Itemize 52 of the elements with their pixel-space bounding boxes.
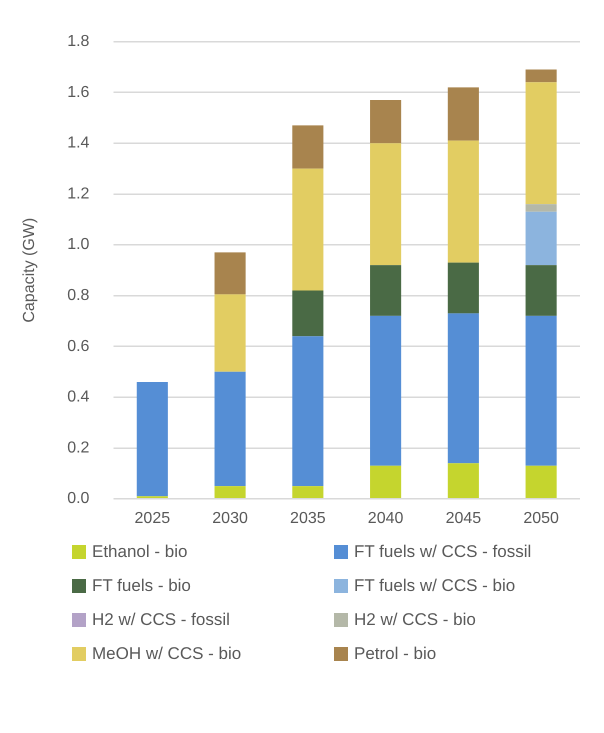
y-tick-label: 0.8 bbox=[67, 287, 90, 304]
bar bbox=[526, 212, 557, 266]
bar bbox=[214, 486, 246, 498]
y-tick-label: 1.2 bbox=[67, 185, 90, 202]
bar bbox=[448, 87, 479, 141]
bar bbox=[448, 313, 479, 464]
bar bbox=[526, 82, 557, 204]
bar bbox=[448, 463, 479, 498]
y-tick-label: 1.0 bbox=[67, 236, 90, 254]
bar bbox=[292, 486, 324, 498]
x-tick-label: 2035 bbox=[290, 510, 326, 527]
legend-label: H2 w/ CCS - bio bbox=[354, 610, 476, 630]
bar bbox=[136, 382, 168, 496]
bar bbox=[370, 143, 402, 266]
legend-label: Petrol - bio bbox=[354, 644, 436, 664]
y-tick-label: 0.0 bbox=[67, 490, 90, 508]
x-tick-label: 2050 bbox=[523, 510, 560, 527]
bar bbox=[292, 336, 324, 486]
y-tick-label: 0.4 bbox=[67, 388, 90, 406]
y-tick-label: 0.6 bbox=[67, 338, 90, 355]
bar bbox=[526, 70, 557, 82]
bar bbox=[526, 204, 557, 212]
bar bbox=[370, 100, 402, 144]
y-tick-label: 1.8 bbox=[67, 33, 90, 50]
bar bbox=[448, 140, 479, 263]
legend-label: FT fuels w/ CCS - bio bbox=[354, 576, 516, 596]
bar bbox=[526, 466, 557, 498]
bar bbox=[214, 294, 246, 372]
x-tick-label: 2045 bbox=[446, 510, 482, 527]
bar bbox=[370, 316, 402, 466]
y-tick-label: 0.2 bbox=[67, 439, 90, 456]
bar bbox=[292, 125, 324, 169]
y-axis-title: Capacity (GW) bbox=[21, 218, 38, 323]
x-tick-label: 2030 bbox=[212, 510, 248, 527]
legend-label: FT fuels w/ CCS - fossil bbox=[354, 542, 532, 562]
y-tick-label: 1.4 bbox=[67, 134, 90, 152]
legend-label: MeOH w/ CCS - bio bbox=[92, 644, 242, 664]
bar bbox=[292, 290, 324, 336]
bar bbox=[370, 265, 402, 316]
x-tick-label: 2025 bbox=[134, 510, 170, 527]
bar bbox=[370, 466, 402, 498]
legend-label: FT fuels - bio bbox=[92, 576, 191, 596]
bar bbox=[214, 372, 246, 486]
x-tick-label: 2040 bbox=[368, 510, 404, 527]
bar bbox=[448, 262, 479, 314]
y-tick-label: 1.6 bbox=[67, 84, 90, 101]
legend-label: H2 w/ CCS - fossil bbox=[92, 610, 230, 630]
bar bbox=[214, 252, 246, 294]
legend-label: Ethanol - bio bbox=[92, 542, 188, 562]
bar bbox=[526, 265, 557, 316]
bar bbox=[292, 168, 324, 291]
bar bbox=[526, 316, 557, 466]
